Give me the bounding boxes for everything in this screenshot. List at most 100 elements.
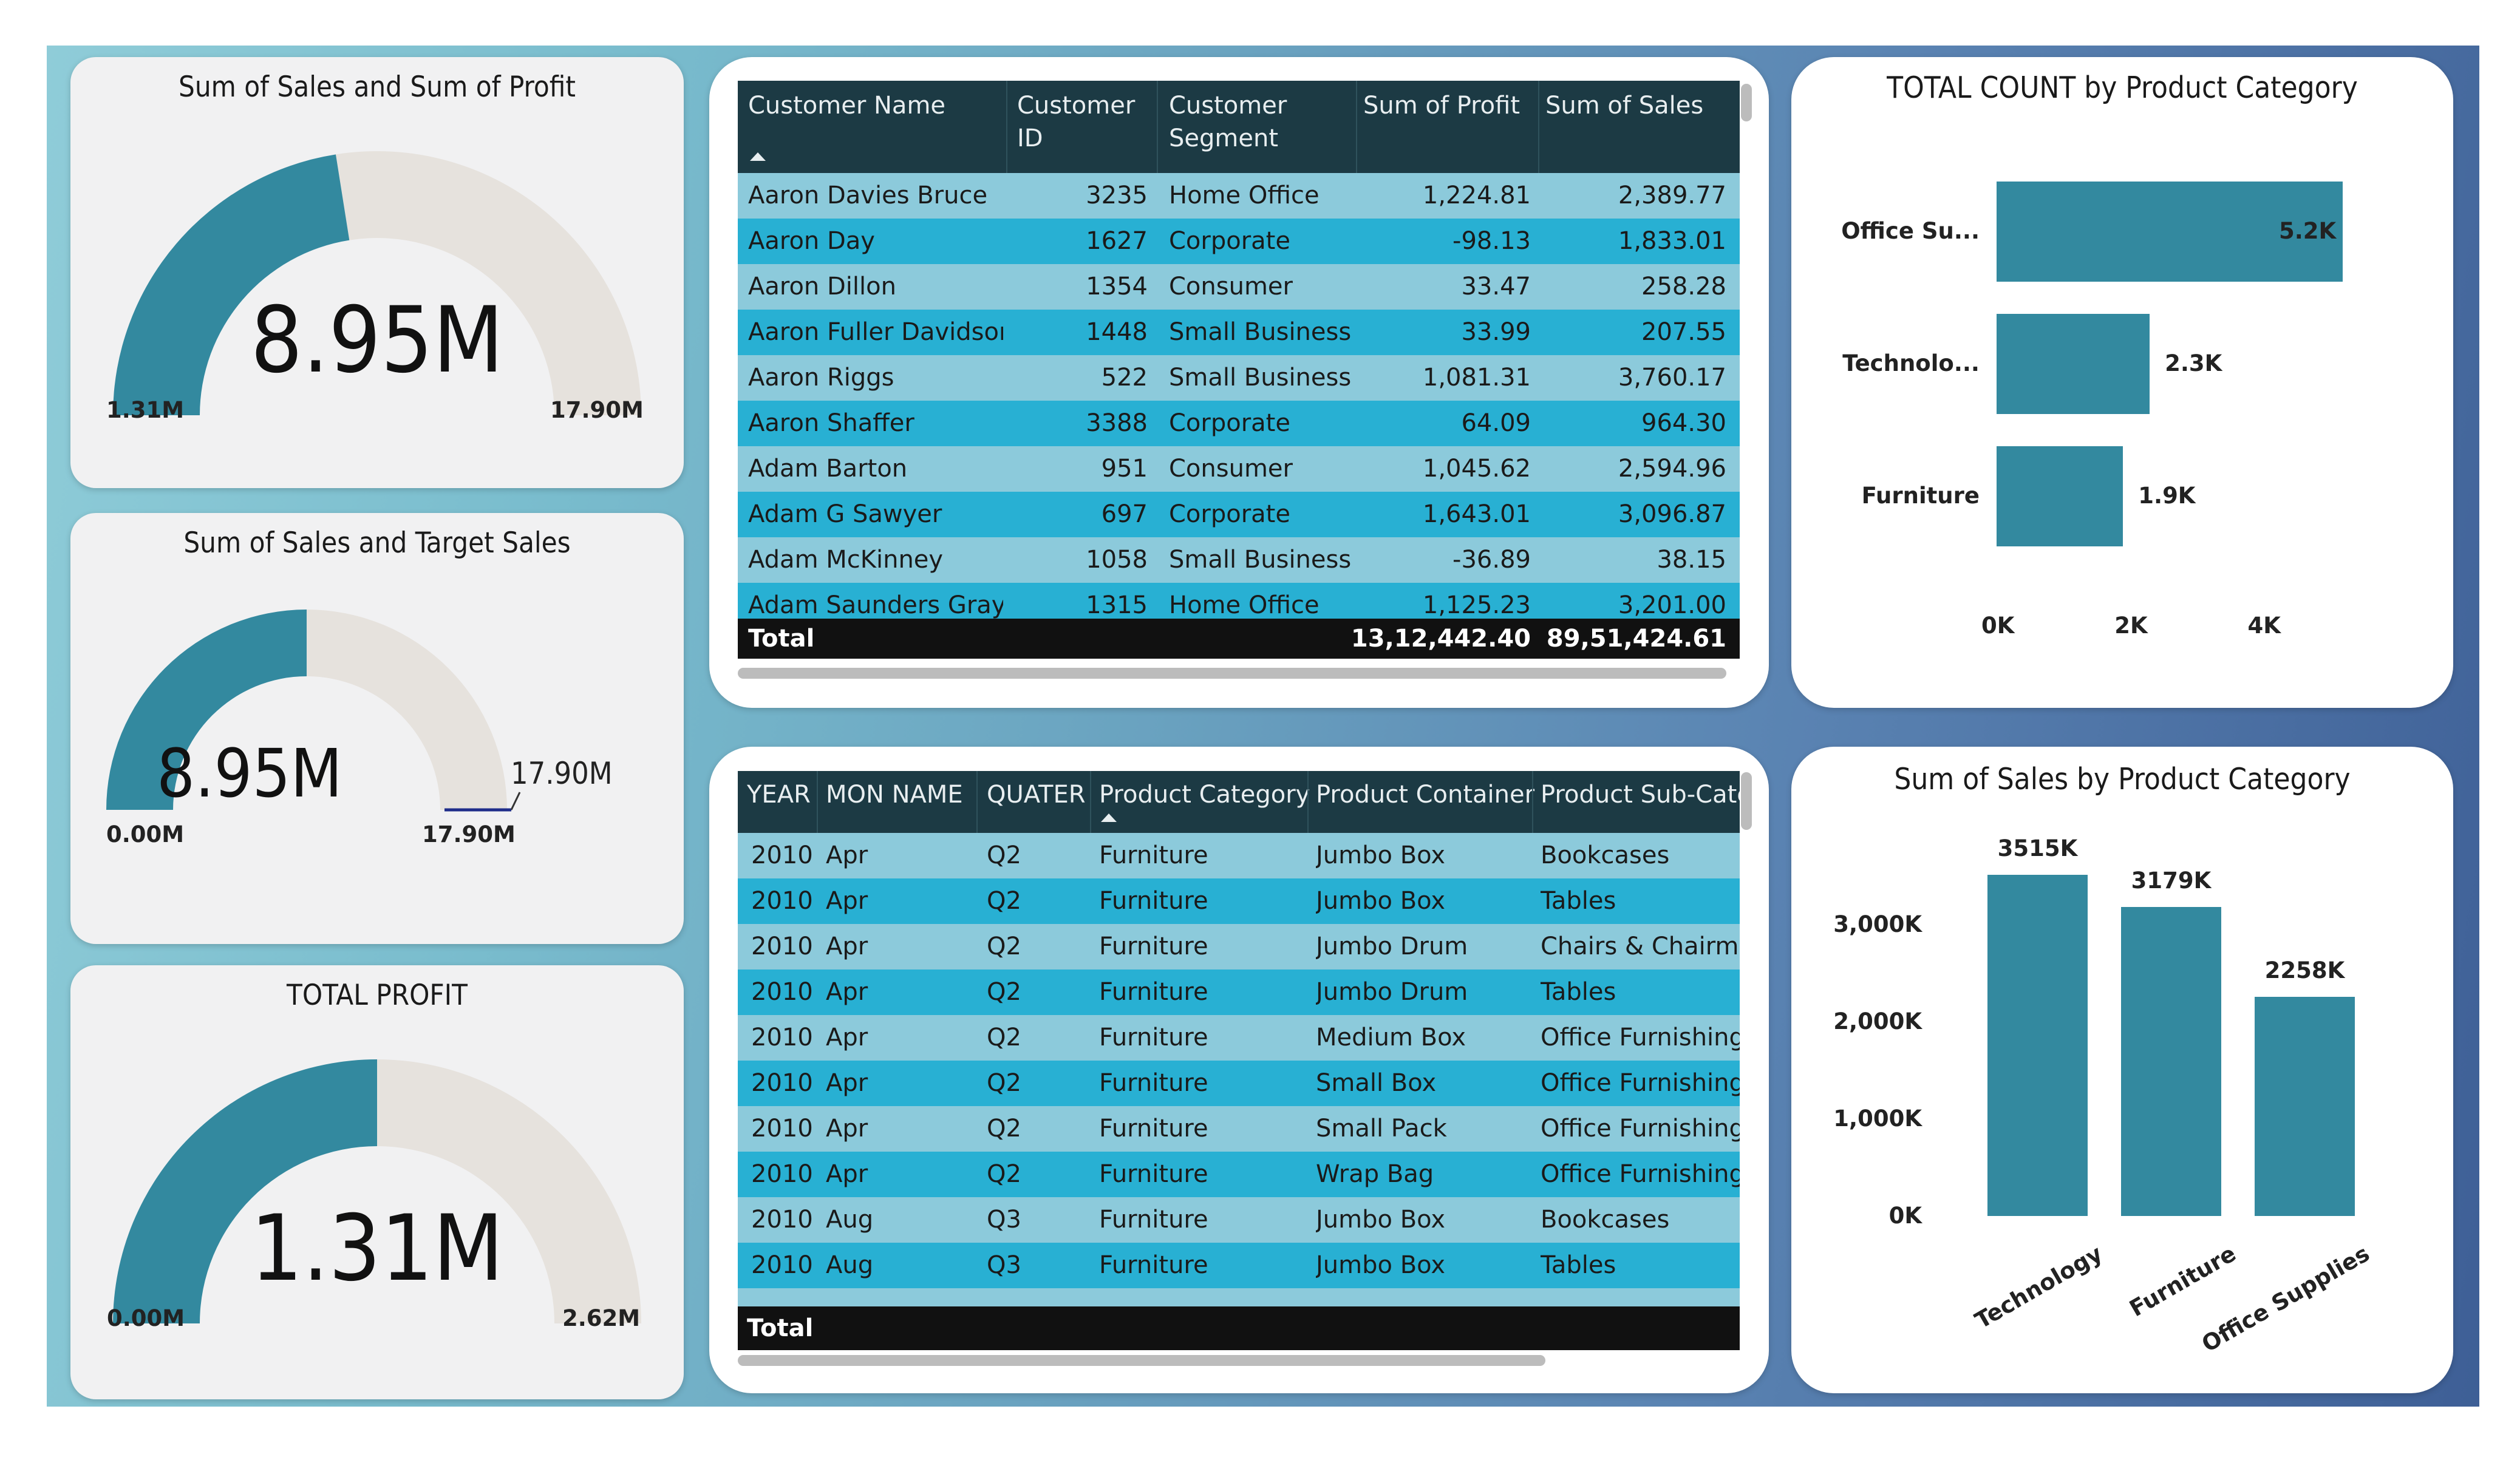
table-header: YEAR MON NAME QUATER Product Category Pr… [738, 771, 1740, 833]
table-cell: Corporate [1169, 500, 1290, 528]
table-cell: 1448 [1086, 318, 1148, 346]
table-cell: Furniture [1099, 841, 1208, 869]
bar[interactable] [1997, 182, 2343, 282]
vertical-scrollbar[interactable] [1741, 84, 1752, 121]
table-cell: Q3 [987, 1251, 1021, 1279]
col-header-quater[interactable]: QUATER [987, 781, 1086, 809]
table-cell: Jumbo Box [1316, 887, 1446, 915]
table-cell: Aaron Day [748, 227, 875, 255]
gauge-arc [113, 151, 641, 415]
sales-bar-chart[interactable]: 0K 1,000K 2,000K 3,000K 3515K Technology 3179K… [1791, 747, 2453, 1393]
table-row[interactable]: Aaron Shaffer 3388 Corporate 64.09 964.30 [738, 401, 1740, 446]
table-cell: 33.99 [1461, 318, 1531, 346]
table-cell: 2010 [751, 1160, 813, 1188]
count-bar-chart[interactable]: Office Su... 5.2K Technolo... 2.3K Furniture… [1791, 57, 2453, 708]
table-cell: 964.30 [1641, 409, 1726, 437]
gauge-value: 1.31M [250, 1196, 504, 1302]
col-header-sum-of-sales[interactable]: Sum of Sales [1545, 92, 1704, 120]
col-header-product-sub-category[interactable]: Product Sub-Category [1541, 781, 1740, 809]
x-tick-label: 0K [1981, 613, 2015, 639]
table-row[interactable]: 2010 Apr Q2 Furniture Medium Box Office Furni… [738, 1015, 1740, 1061]
gauge-card-sales-profit[interactable]: Sum of Sales and Sum of Profit 8.95M 1.3… [70, 57, 684, 488]
sort-asc-icon[interactable] [750, 152, 766, 161]
table-row[interactable]: 2010 Aug Q3 Furniture Jumbo Box Bookcases [738, 1197, 1740, 1243]
col-header-mon-name[interactable]: MON NAME [826, 781, 963, 809]
col-header-sum-of-profit[interactable]: Sum of Profit [1363, 92, 1521, 120]
table-cell: 3235 [1086, 182, 1148, 209]
gauge-card-sales-target[interactable]: Sum of Sales and Target Sales 8.95M 0.00… [70, 513, 684, 944]
gauge-title: TOTAL PROFIT [287, 979, 468, 1012]
table-row[interactable]: Aaron Davies Bruce 3235 Home Office 1,224.8… [738, 173, 1740, 219]
x-tick-label: 4K [2247, 613, 2281, 639]
table-cell: Apr [826, 1024, 868, 1051]
bar[interactable] [1997, 446, 2123, 546]
bar[interactable] [1997, 314, 2150, 414]
table-row[interactable]: Aaron Riggs 522 Small Business 1,081.31 3,76… [738, 355, 1740, 401]
table-row[interactable]: Adam G Sawyer 697 Corporate 1,643.01 3,096.8… [738, 492, 1740, 537]
product-table[interactable]: YEAR MON NAME QUATER Product Category Pr… [738, 771, 1740, 1354]
vertical-scrollbar[interactable] [1741, 772, 1752, 830]
table-cell: Apr [826, 978, 868, 1006]
bar[interactable] [1987, 874, 2088, 1216]
horizontal-scrollbar[interactable] [738, 1355, 1545, 1366]
table-row[interactable]: Adam Barton 951 Consumer 1,045.62 2,594.96 [738, 446, 1740, 492]
table-cell: Furniture [1099, 1160, 1208, 1188]
y-tick-label: 1,000K [1833, 1105, 1922, 1132]
table-cell: Jumbo Drum [1316, 932, 1468, 960]
customer-table[interactable]: Customer Name Customer ID Customer Segme… [738, 81, 1740, 665]
col-header-product-container[interactable]: Product Container [1316, 781, 1535, 809]
col-header-customer-name[interactable]: Customer Name [748, 92, 946, 120]
column-divider [1090, 771, 1091, 833]
column-divider [976, 771, 978, 833]
data-label: 2.3K [2165, 350, 2222, 376]
table-row[interactable]: 2010 Apr Q2 Furniture Jumbo Box Tables [738, 878, 1740, 924]
col-header-customer-id[interactable]: Customer ID [1017, 92, 1136, 152]
category-label: Office Su... [1841, 218, 1980, 244]
table-cell: Aaron Davies Bruce [748, 182, 988, 209]
table-cell: 2010 [751, 978, 813, 1006]
table-cell: Aaron Riggs [748, 364, 894, 392]
table-cell: 38.15 [1657, 546, 1726, 574]
gauge-card-total-profit[interactable]: TOTAL PROFIT 1.31M 0.00M 2.62M [70, 965, 684, 1399]
table-row[interactable]: 2010 Apr Q2 Furniture Jumbo Box Bookcases [738, 833, 1740, 878]
table-cell: 2010 [751, 932, 813, 960]
col-header-year[interactable]: YEAR [747, 781, 811, 809]
table-row[interactable]: Adam McKinney 1058 Small Business -36.89 38.… [738, 537, 1740, 583]
table-cell: 951 [1101, 455, 1148, 483]
table-row[interactable]: 2010 Apr Q2 Furniture Wrap Bag Office Furnish… [738, 1152, 1740, 1197]
table-cell: Tables [1541, 1251, 1616, 1279]
table-cell: 2010 [751, 1206, 813, 1234]
bar[interactable] [2121, 907, 2221, 1216]
table-cell: 1,045.62 [1422, 455, 1531, 483]
col-header-customer-segment[interactable]: Customer Segment [1169, 92, 1287, 152]
table-row[interactable]: Aaron Fuller Davidson 1448 Small Business 3… [738, 310, 1740, 355]
table-cell: Aaron Shaffer [748, 409, 914, 437]
table-row[interactable]: 2010 Apr Q2 Furniture Small Box Office Furnis… [738, 1061, 1740, 1106]
table-row[interactable]: 2010 Aug Q3 Furniture Jumbo Box Tables [738, 1243, 1740, 1288]
table-cell: 3388 [1086, 409, 1148, 437]
total-label: Total [747, 1314, 814, 1342]
sort-asc-icon[interactable] [1101, 813, 1117, 822]
bar[interactable] [2255, 996, 2355, 1216]
chart-title: TOTAL COUNT by Product Category [1887, 70, 2358, 105]
table-row[interactable]: 2010 Apr Q2 Furniture Jumbo Drum Tables [738, 970, 1740, 1015]
table-row[interactable]: 2010 Apr Q2 Furniture Jumbo Drum Chairs & Cha… [738, 924, 1740, 970]
gauge-target-callout: 17.90M [511, 756, 613, 791]
horizontal-scrollbar[interactable] [738, 668, 1726, 679]
table-row[interactable]: Aaron Day 1627 Corporate -98.13 1,833.01 [738, 219, 1740, 264]
column-divider [1157, 81, 1158, 173]
col-header-product-category[interactable]: Product Category [1099, 781, 1310, 809]
table-cell: Aug [826, 1251, 874, 1279]
table-cell: 3,201.00 [1618, 591, 1726, 619]
table-row[interactable]: 2010 Apr Q2 Furniture Small Pack Office Furni… [738, 1106, 1740, 1152]
y-tick-label: 2,000K [1833, 1008, 1922, 1034]
table-cell: 64.09 [1461, 409, 1531, 437]
table-cell: Furniture [1099, 932, 1208, 960]
table-cell: Tables [1541, 978, 1616, 1006]
table-cell: 1,081.31 [1422, 364, 1531, 392]
table-cell: Bookcases [1541, 841, 1670, 869]
table-cell: Furniture [1099, 978, 1208, 1006]
table-cell: 1354 [1086, 273, 1148, 301]
gauge-value: 8.95M [250, 288, 504, 393]
table-row[interactable]: Aaron Dillon 1354 Consumer 33.47 258.28 [738, 264, 1740, 310]
